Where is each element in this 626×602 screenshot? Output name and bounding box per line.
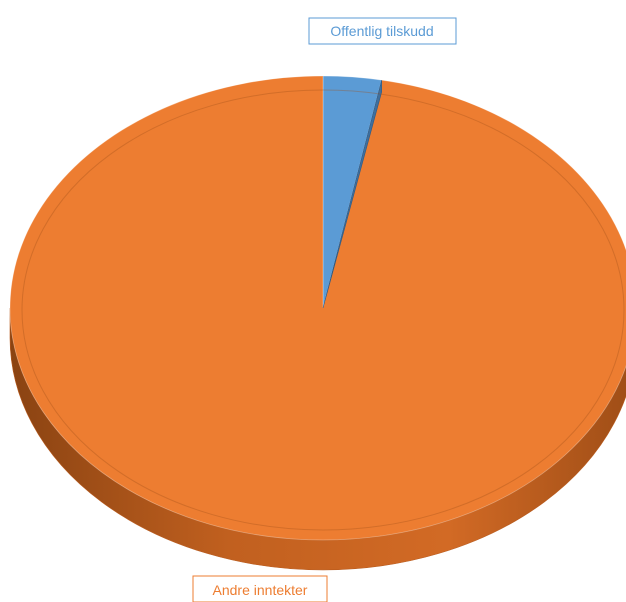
pie-slice-andre-inntekter [10, 76, 626, 540]
slice-label-andre-inntekter: Andre inntekter [193, 576, 327, 602]
slice-label-text-andre-inntekter: Andre inntekter [213, 582, 308, 598]
slice-label-offentlig-tilskudd: Offentlig tilskudd [309, 18, 456, 44]
slice-label-text-offentlig-tilskudd: Offentlig tilskudd [330, 23, 433, 39]
